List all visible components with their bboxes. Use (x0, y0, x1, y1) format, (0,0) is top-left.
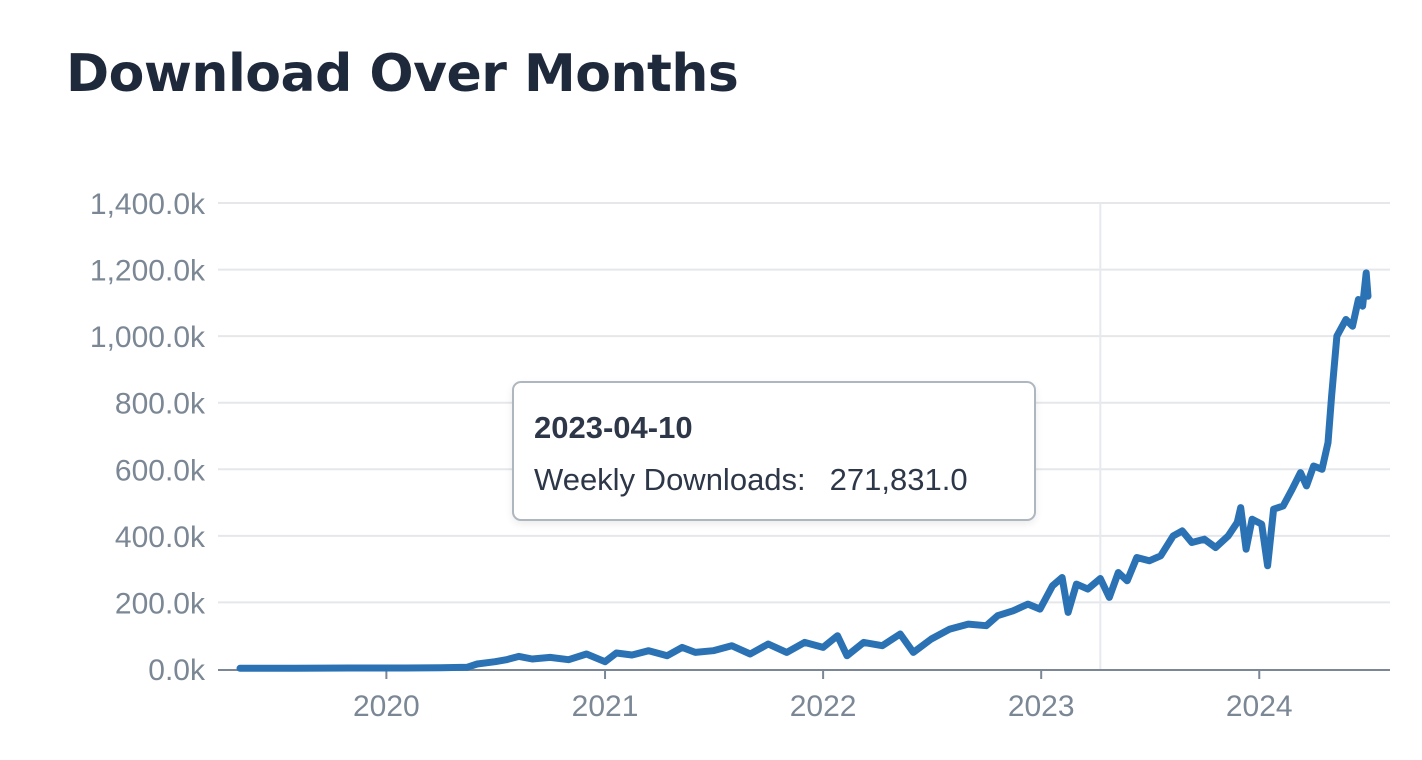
tooltip-row: Weekly Downloads: 271,831.0 (534, 461, 1034, 499)
tooltip-value: 271,831.0 (829, 462, 968, 497)
page-title: Download Over Months (66, 44, 739, 104)
y-tick-label: 800.0k (115, 388, 206, 421)
y-tick-label: 1,000.0k (90, 321, 206, 354)
y-axis: 0.0k 200.0k 400.0k 600.0k 800.0k 1,000.0k 1,20… (90, 188, 206, 687)
y-tick-label: 1,200.0k (90, 255, 206, 288)
x-axis: 2020 2021 2022 2023 2024 (353, 671, 1293, 723)
y-tick-label: 1,400.0k (90, 188, 206, 221)
tooltip: 2023-04-10 Weekly Downloads: 271,831.0 (512, 381, 1036, 521)
x-tick-label: 2024 (1226, 690, 1293, 723)
y-tick-label: 400.0k (115, 521, 206, 554)
x-tick-label: 2022 (790, 690, 857, 723)
x-tick-label: 2021 (572, 690, 639, 723)
y-tick-label: 600.0k (115, 454, 206, 487)
tooltip-label: Weekly Downloads: (534, 462, 806, 497)
y-tick-label: 0.0k (148, 654, 206, 687)
x-tick-label: 2020 (353, 690, 420, 723)
series-line-weekly-downloads[interactable] (236, 269, 1372, 672)
x-tick-label: 2023 (1008, 690, 1075, 723)
y-tick-label: 200.0k (115, 587, 206, 620)
tooltip-date: 2023-04-10 (534, 410, 693, 445)
